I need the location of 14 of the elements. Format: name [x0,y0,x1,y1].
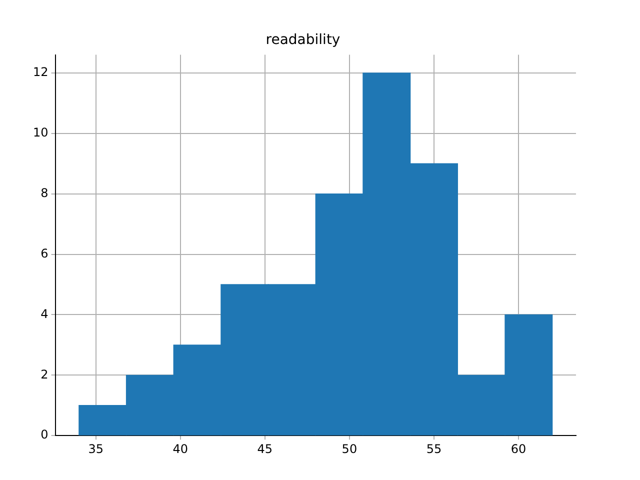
x-tick-label: 45 [257,442,273,456]
y-tick-label: 6 [40,246,48,260]
chart-title: readability [266,32,340,48]
x-tick-label: 50 [342,442,358,456]
y-tick-label: 0 [40,428,48,442]
x-tick-label: 60 [510,442,526,456]
x-tick-label: 35 [88,442,104,456]
y-tick-label: 2 [40,367,48,382]
y-tick-label: 12 [32,65,48,80]
y-tick-label: 8 [40,186,48,200]
x-tick-label: 55 [426,442,442,456]
y-tick-label: 10 [32,126,48,140]
y-tick-label: 4 [40,306,48,321]
x-tick-label: 40 [172,442,188,456]
